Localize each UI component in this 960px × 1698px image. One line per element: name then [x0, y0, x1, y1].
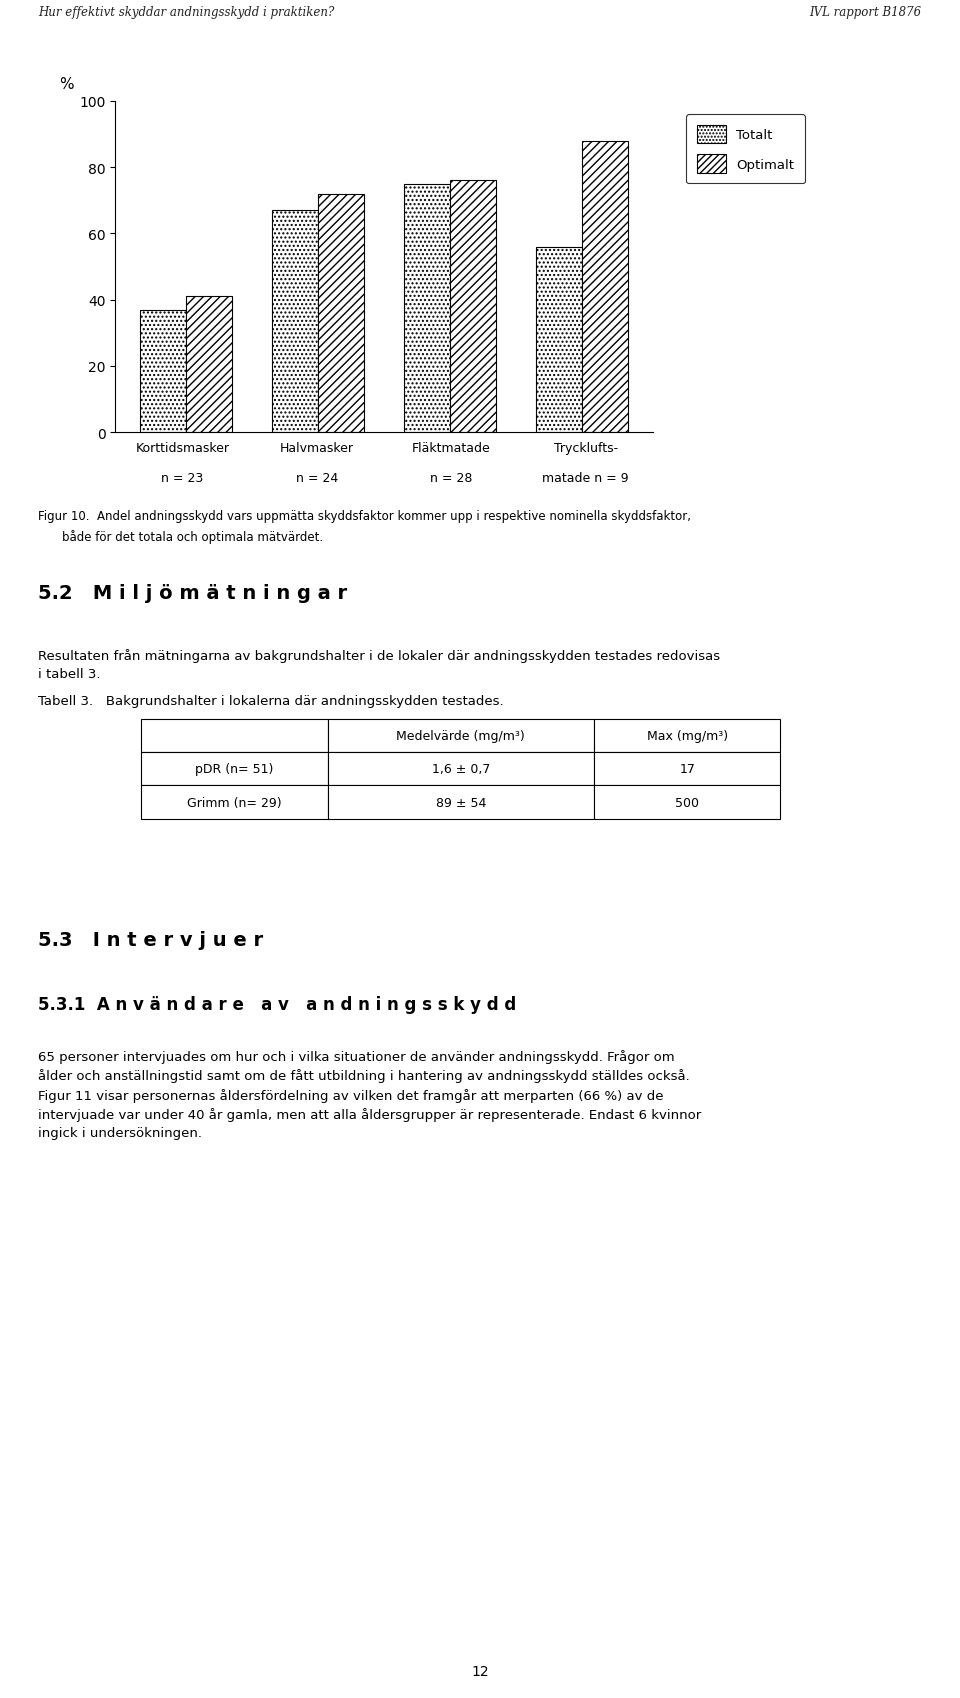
Text: Korttidsmasker: Korttidsmasker: [135, 441, 229, 455]
Text: 12: 12: [471, 1664, 489, 1678]
Bar: [404, 185, 450, 433]
Text: n = 24: n = 24: [296, 472, 338, 486]
Text: Resultaten från mätningarna av bakgrundshalter i de lokaler där andningsskydden : Resultaten från mätningarna av bakgrunds…: [38, 649, 721, 681]
Bar: [186, 297, 232, 433]
Bar: [582, 141, 629, 433]
Text: n = 28: n = 28: [430, 472, 472, 486]
Text: Hur effektivt skyddar andningsskydd i praktiken?: Hur effektivt skyddar andningsskydd i pr…: [38, 7, 335, 19]
Text: Figur 10.  Andel andningsskydd vars uppmätta skyddsfaktor kommer upp i respektiv: Figur 10. Andel andningsskydd vars uppmä…: [38, 509, 691, 523]
Text: n = 23: n = 23: [161, 472, 204, 486]
Y-axis label: %: %: [60, 76, 74, 92]
Bar: [450, 182, 496, 433]
Text: både för det totala och optimala mätvärdet.: både för det totala och optimala mätvärd…: [62, 530, 324, 543]
Text: Fläktmatade: Fläktmatade: [412, 441, 491, 455]
Text: 5.2   M i l j ö m ä t n i n g a r: 5.2 M i l j ö m ä t n i n g a r: [38, 584, 348, 603]
Bar: [139, 311, 186, 433]
Legend: Totalt, Optimalt: Totalt, Optimalt: [686, 115, 805, 183]
Text: IVL rapport B1876: IVL rapport B1876: [809, 7, 922, 19]
Text: 5.3   I n t e r v j u e r: 5.3 I n t e r v j u e r: [38, 931, 264, 949]
Text: 65 personer intervjuades om hur och i vilka situationer de använder andningsskyd: 65 personer intervjuades om hur och i vi…: [38, 1049, 702, 1139]
Text: Halvmasker: Halvmasker: [279, 441, 354, 455]
Bar: [272, 211, 318, 433]
Text: matade n = 9: matade n = 9: [542, 472, 629, 486]
Bar: [318, 195, 364, 433]
Text: 5.3.1  A n v ä n d a r e   a v   a n d n i n g s s k y d d: 5.3.1 A n v ä n d a r e a v a n d n i n …: [38, 995, 516, 1014]
Text: Trycklufts-: Trycklufts-: [554, 441, 617, 455]
Bar: [536, 248, 582, 433]
Text: Tabell 3.   Bakgrundshalter i lokalerna där andningsskydden testades.: Tabell 3. Bakgrundshalter i lokalerna dä…: [38, 694, 504, 708]
